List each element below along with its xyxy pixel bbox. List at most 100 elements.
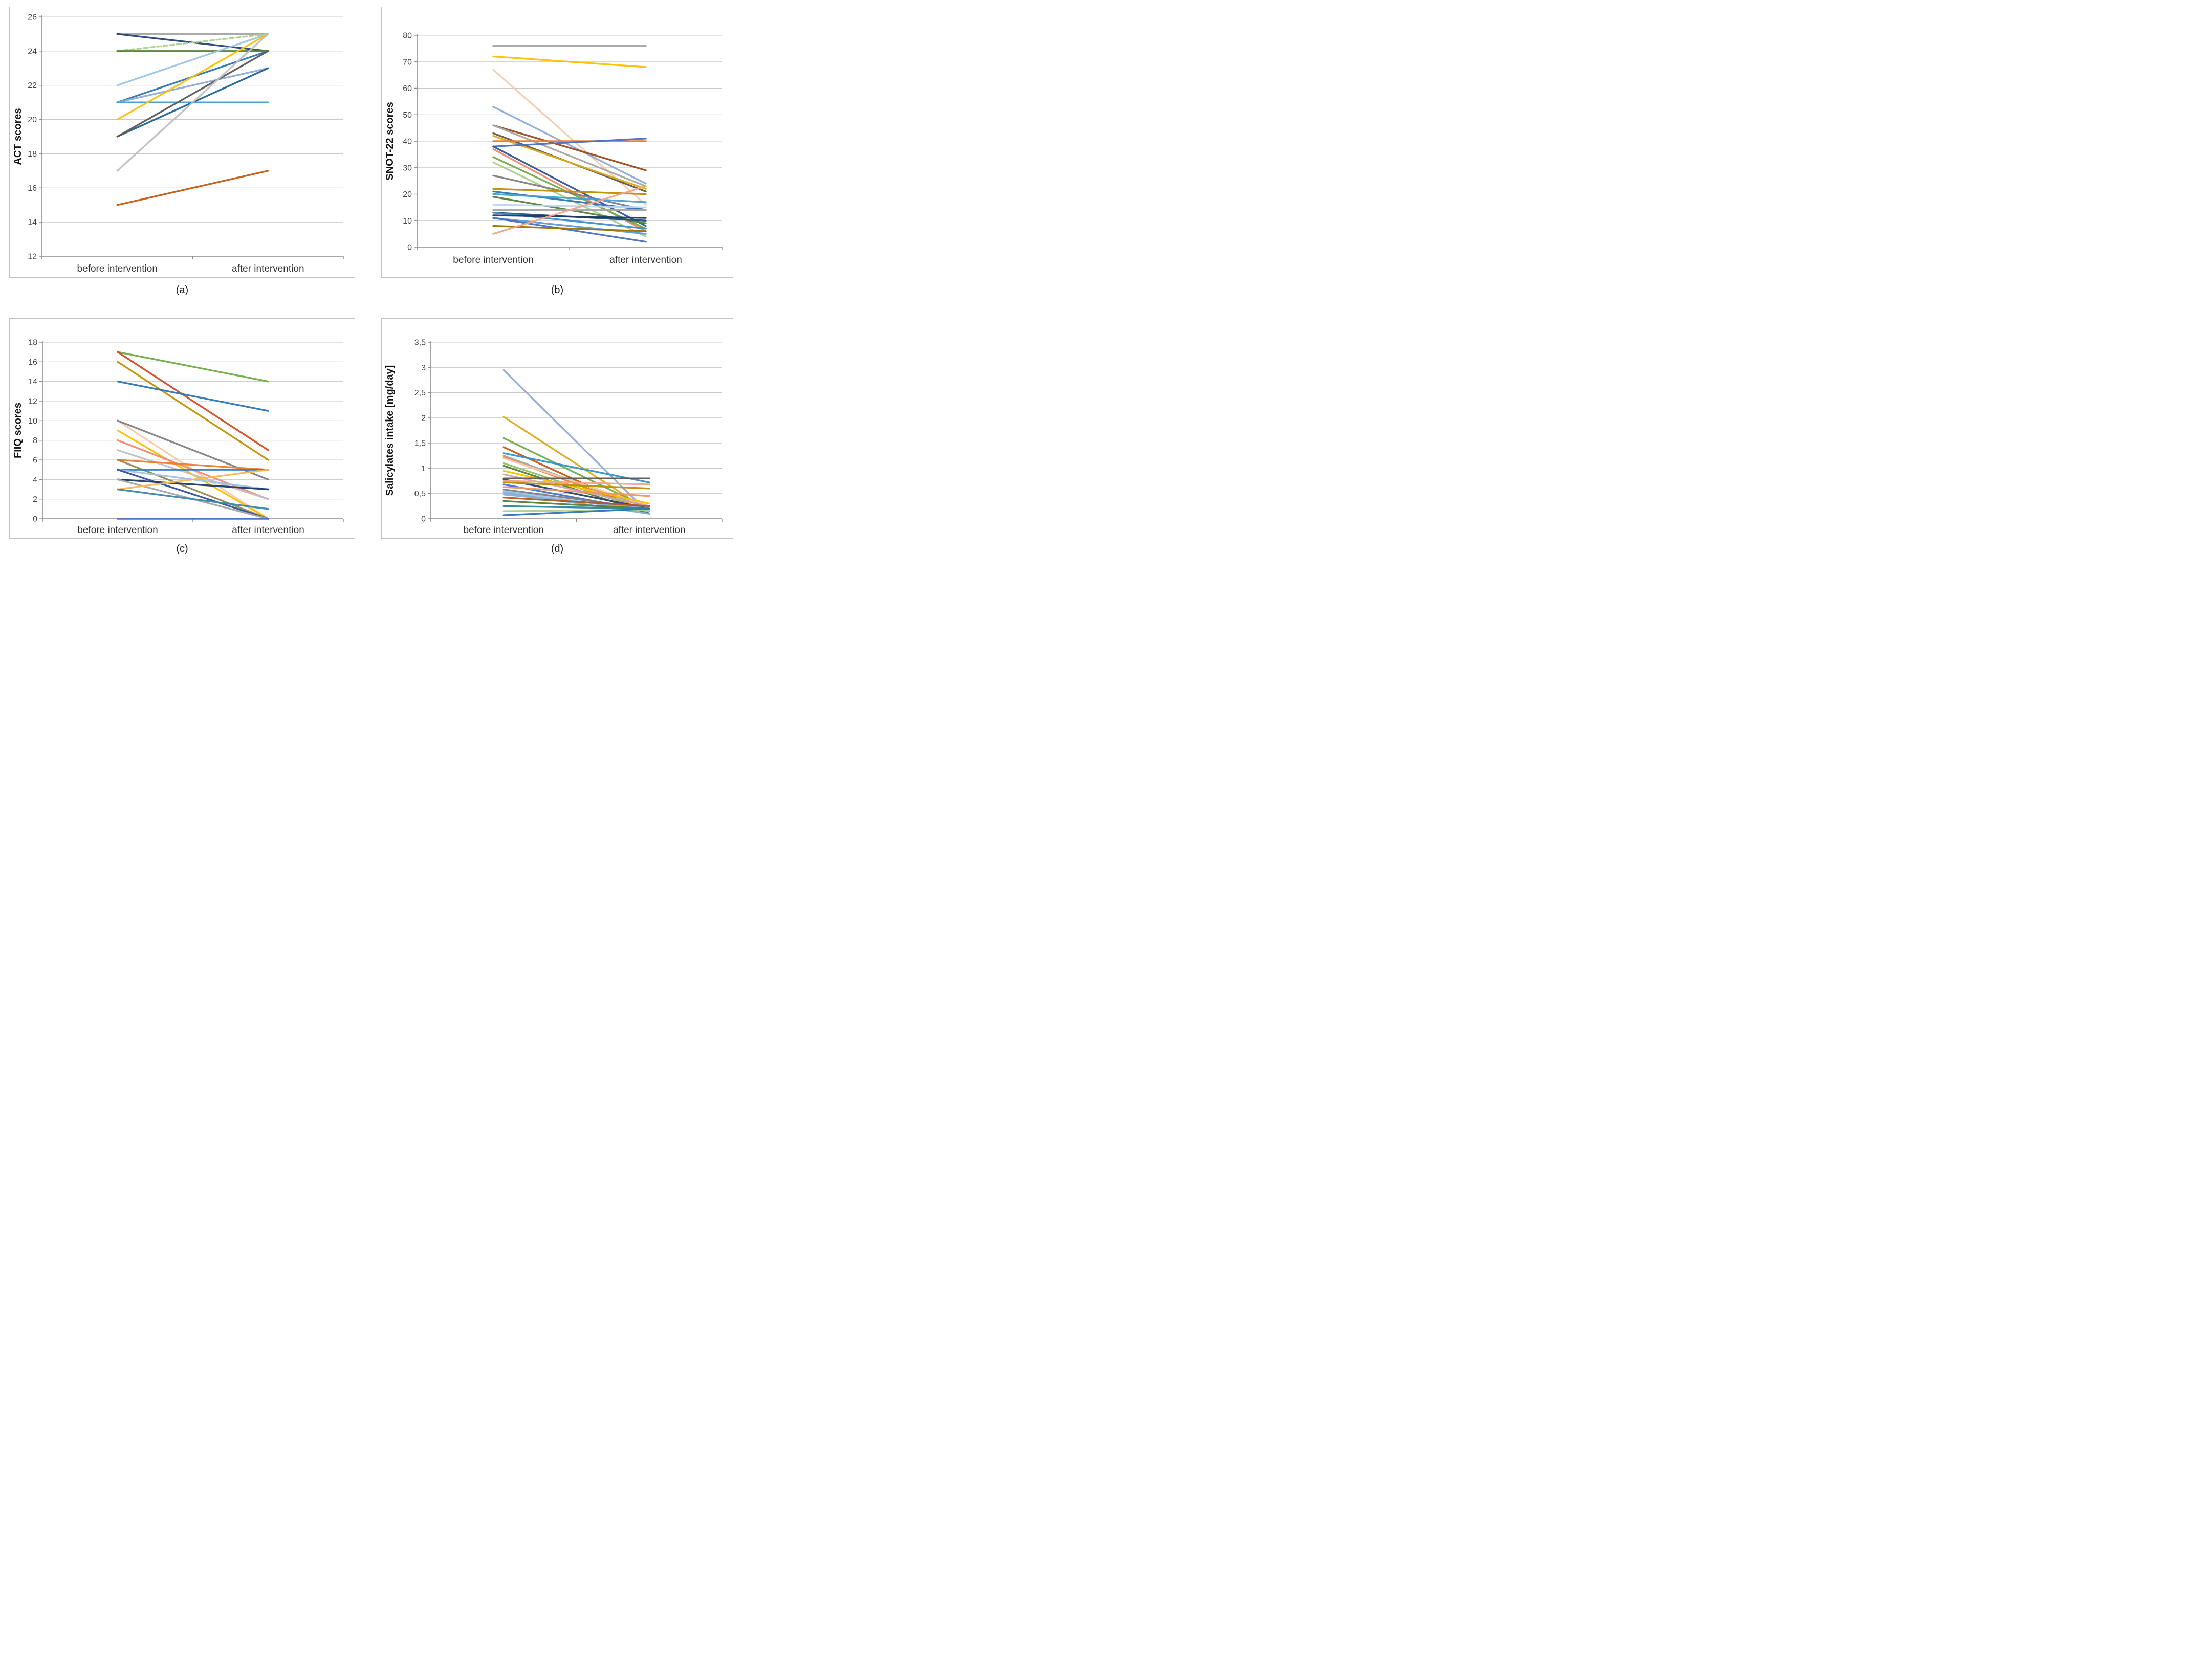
y-tick-label: 0: [407, 244, 412, 252]
series-line: [492, 55, 647, 68]
series-line: [492, 124, 647, 187]
series-line: [116, 33, 269, 52]
panel-caption-d: (d): [551, 543, 564, 555]
series-line: [116, 50, 269, 138]
y-tick-label: 20: [28, 116, 37, 124]
y-tick-label: 14: [28, 218, 37, 227]
series-line: [502, 507, 650, 516]
y-tick-label: 18: [28, 150, 37, 159]
y-tick-label: 4: [33, 476, 37, 484]
y-tick-label: 14: [28, 378, 37, 386]
series-line: [117, 488, 269, 510]
series-line: [116, 33, 269, 121]
y-tick-label: 24: [28, 47, 37, 56]
series-line: [492, 217, 647, 235]
y-tick-label: 60: [403, 84, 412, 93]
series-line: [492, 124, 647, 171]
series-line: [502, 473, 650, 507]
x-category-label: after intervention: [232, 263, 304, 274]
panel-caption-b: (b): [551, 284, 564, 296]
series-line: [502, 505, 650, 510]
series-line: [492, 138, 647, 148]
series-line: [117, 380, 269, 412]
y-tick-label: 2,5: [414, 389, 426, 397]
y-tick-label: 80: [403, 32, 412, 40]
y-tick-label: 3: [421, 364, 426, 372]
series-line: [502, 369, 650, 515]
series-line: [502, 496, 650, 507]
panel-act-scores: 12 14 16 18 20 22 24 26 before intervention after…: [9, 7, 355, 278]
y-tick-label: 10: [28, 417, 37, 426]
y-tick-label: 0,5: [414, 490, 426, 498]
series-line: [492, 145, 647, 227]
y-tick-label: 0: [421, 515, 426, 524]
y-tick-label: 1,5: [414, 439, 426, 448]
panel-fiiq-scores: 0 2 4 6 8 10 12 14 16 18 before intervention after …: [9, 318, 355, 539]
series-line: [502, 486, 650, 497]
y-tick-label: 12: [28, 253, 37, 261]
y-tick-label: 16: [28, 358, 37, 367]
chart-act-scores: 12 14 16 18 20 22 24 26 before intervention after…: [12, 13, 344, 274]
series-line: [492, 161, 647, 237]
series-line: [117, 351, 269, 383]
y-axis-title: SNOT-22 scores: [384, 102, 396, 180]
series-line: [492, 193, 647, 203]
chart-snot22-scores: 0 10 20 30 40 50 60 70 80 before intervention afte…: [384, 32, 723, 266]
figure-page: 12 14 16 18 20 22 24 26 before intervention after…: [0, 0, 736, 560]
series-line: [492, 185, 647, 235]
panel-caption-c: (c): [176, 543, 188, 555]
y-tick-label: 50: [403, 111, 412, 120]
panel-caption-a: (a): [176, 284, 189, 296]
series-line: [116, 33, 269, 86]
series-line: [492, 217, 647, 243]
series-line: [117, 361, 269, 461]
y-axis-title: Salicylates intake [mg/day]: [384, 365, 396, 496]
panel-salicylates-intake: 0 0,5 1 1,5 2 2,5 3 3,5 before intervention after…: [381, 318, 733, 539]
x-category-label: after intervention: [613, 525, 686, 536]
y-tick-label: 10: [403, 217, 412, 226]
x-category-label: before intervention: [77, 263, 158, 274]
y-tick-label: 12: [28, 397, 37, 406]
y-tick-label: 16: [28, 184, 37, 193]
series-line: [116, 170, 269, 206]
series-line: [117, 459, 269, 471]
y-tick-label: 22: [28, 81, 37, 90]
y-tick-label: 2: [33, 495, 37, 504]
series-line: [117, 469, 269, 491]
chart-fiiq-scores: 0 2 4 6 8 10 12 14 16 18 before intervention after …: [12, 339, 344, 536]
y-tick-label: 1: [421, 465, 426, 473]
y-tick-label: 8: [33, 436, 37, 445]
y-tick-label: 2: [421, 414, 426, 423]
y-tick-label: 40: [403, 138, 412, 146]
y-axis-title: ACT scores: [12, 108, 24, 165]
y-tick-label: 70: [403, 58, 412, 67]
y-tick-label: 3,5: [414, 339, 426, 347]
chart-salicylates-intake: 0 0,5 1 1,5 2 2,5 3 3,5 before intervention after…: [384, 339, 723, 536]
series-line: [117, 449, 269, 500]
series-line: [117, 351, 269, 451]
y-axis-title: FIIQ scores: [12, 403, 24, 458]
x-category-label: after intervention: [609, 255, 682, 266]
y-tick-label: 30: [403, 164, 412, 172]
y-tick-label: 26: [28, 13, 37, 22]
series-line: [116, 33, 269, 172]
series-line: [492, 106, 647, 185]
y-tick-label: 6: [33, 456, 37, 465]
x-category-label: after intervention: [232, 525, 304, 536]
series-line: [117, 469, 269, 520]
x-category-label: before intervention: [77, 525, 158, 536]
series-line: [502, 437, 650, 510]
series-line: [502, 416, 650, 512]
series-line: [502, 470, 650, 505]
series-line: [492, 204, 647, 209]
series-line: [117, 478, 269, 491]
series-line: [116, 67, 269, 103]
panel-snot22-scores: 0 10 20 30 40 50 60 70 80 before intervention afte…: [381, 7, 733, 278]
series-line: [492, 69, 647, 206]
x-category-label: before intervention: [464, 525, 544, 536]
series-line: [502, 480, 650, 485]
x-category-label: before intervention: [453, 255, 533, 266]
y-tick-label: 0: [33, 515, 37, 524]
series-line: [492, 174, 647, 211]
series-line: [502, 481, 650, 490]
